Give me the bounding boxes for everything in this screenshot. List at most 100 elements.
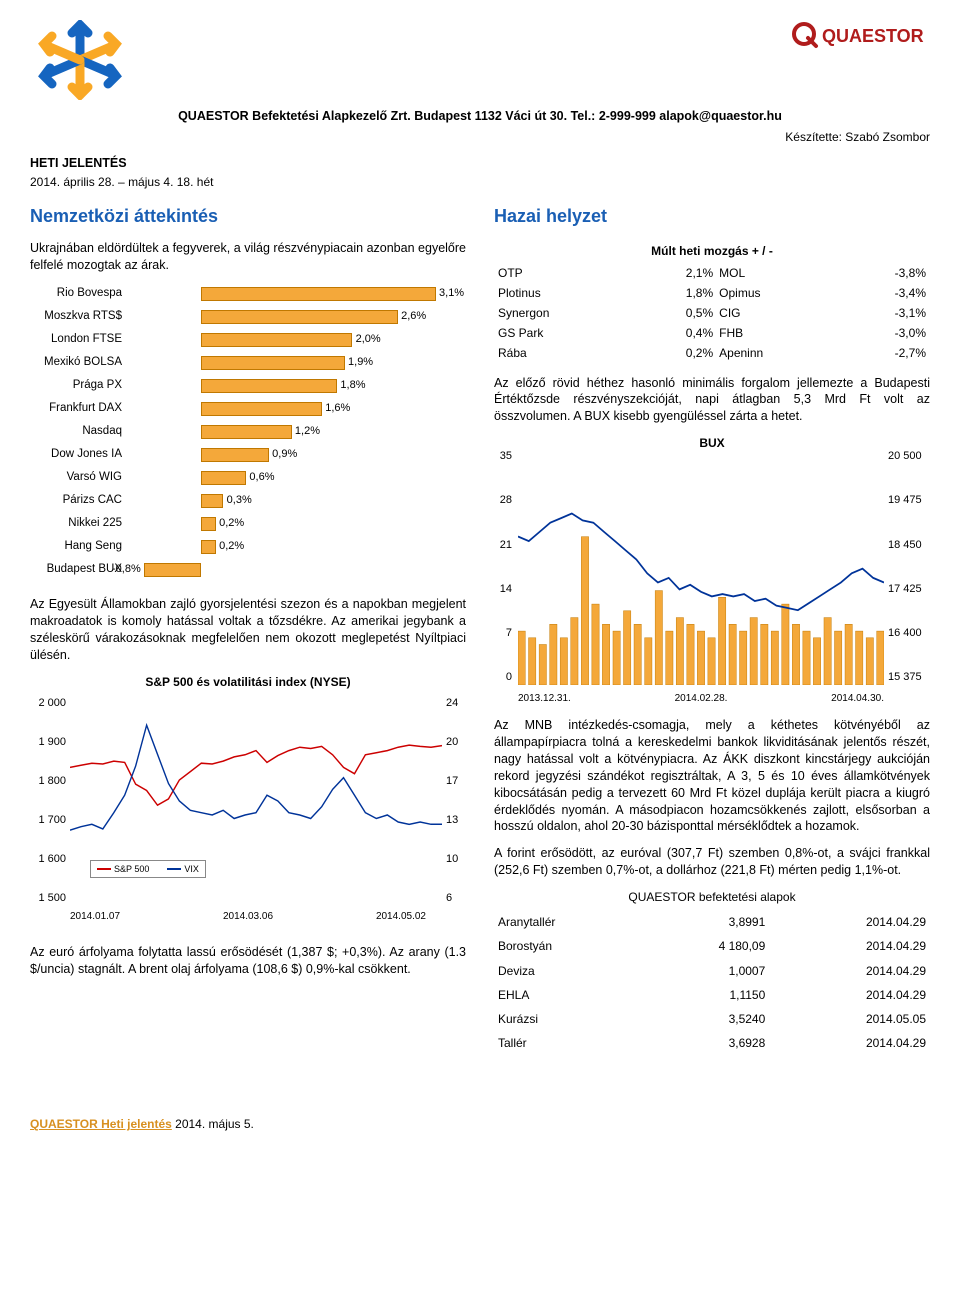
funds-table: Aranytallér3,89912014.04.29Borostyán4 18… [494, 909, 930, 1056]
footer-date: 2014. május 5. [172, 1117, 254, 1131]
hbar-track: 1,8% [130, 379, 466, 393]
hbar-value: 0,2% [219, 539, 244, 554]
hbar-label: Párizs CAC [30, 493, 130, 509]
table-row: OTP2,1%MOL-3,8% [496, 264, 928, 282]
weekly-movers-header: Múlt heti mozgás + / - [496, 242, 928, 261]
table-row: Aranytallér3,89912014.04.29 [496, 911, 928, 933]
hbar-value: 2,6% [401, 309, 426, 324]
hbar-label: Frankfurt DAX [30, 401, 130, 417]
hbar-row: Moszkva RTS$ 2,6% [30, 307, 466, 327]
intl-intro-paragraph: Ukrajnában eldördültek a fegyverek, a vi… [30, 240, 466, 274]
hbar-value: 2,0% [356, 332, 381, 347]
sp500-volatility-chart: S&P 500 és volatilitási index (NYSE) 2 0… [30, 674, 466, 934]
hbar-value: 1,8% [340, 378, 365, 393]
hbar-track: 2,0% [130, 333, 466, 347]
hbar-value: 0,9% [272, 447, 297, 462]
sp500-y-axis-left: 2 0001 9001 8001 7001 6001 500 [28, 696, 66, 906]
hbar-track: 2,6% [130, 310, 466, 324]
table-row: Plotinus1,8%Opimus-3,4% [496, 284, 928, 302]
index-returns-bar-chart: Rio Bovespa 3,1% Moszkva RTS$ 2,6% London FT… [30, 284, 466, 580]
hbar-label: Nikkei 225 [30, 516, 130, 532]
hbar-row: Prága PX 1,8% [30, 376, 466, 396]
hbar-row: Nikkei 225 0,2% [30, 514, 466, 534]
hbar-label: Rio Bovespa [30, 286, 130, 302]
hbar-label: Mexikó BOLSA [30, 355, 130, 371]
report-subtitle: 2014. április 28. – május 4. 18. hét [30, 174, 930, 190]
funds-table-title: QUAESTOR befektetési alapok [494, 889, 930, 905]
hbar-track: 0,9% [130, 448, 466, 462]
bux-y-axis-left: 3528211470 [492, 449, 512, 685]
brand-logo: QUAESTOR [790, 20, 930, 61]
table-row: Tallér3,69282014.04.29 [496, 1032, 928, 1054]
hbar-row: Varsó WIG 0,6% [30, 468, 466, 488]
sp500-plot-area: 2 0001 9001 8001 7001 6001 500 242017131… [30, 696, 466, 906]
hbar-value: 1,9% [348, 355, 373, 370]
bux-plot-area [518, 449, 884, 685]
hbar-track: 3,1% [130, 287, 466, 301]
table-row: GS Park0,4%FHB-3,0% [496, 324, 928, 342]
header-contact-line: QUAESTOR Befektetési Alapkezelő Zrt. Bud… [30, 108, 930, 125]
hbar-track: 1,9% [130, 356, 466, 370]
domestic-paragraph-2: Az MNB intézkedés-csomagja, mely a kéthe… [494, 717, 930, 835]
intl-section-title: Nemzetközi áttekintés [30, 204, 466, 228]
bux-x-axis-labels: 2013.12.31.2014.02.28.2014.04.30. [518, 692, 884, 706]
hbar-row: Nasdaq 1,2% [30, 422, 466, 442]
hbar-row: Rio Bovespa 3,1% [30, 284, 466, 304]
table-row: EHLA1,11502014.04.29 [496, 984, 928, 1006]
hbar-value: 1,2% [295, 424, 320, 439]
hbar-row: Hang Seng 0,2% [30, 537, 466, 557]
hbar-track: 1,6% [130, 402, 466, 416]
logo-left-icon [30, 20, 130, 100]
table-row: Synergon0,5%CIG-3,1% [496, 304, 928, 322]
two-column-layout: Nemzetközi áttekintés Ukrajnában eldördü… [30, 204, 930, 1056]
domestic-paragraph-1: Az előző rövid héthez hasonló minimális … [494, 375, 930, 426]
header-author: Készítette: Szabó Zsombor [30, 129, 930, 145]
right-column: Hazai helyzet Múlt heti mozgás + / - OTP… [494, 204, 930, 1056]
sp500-y-axis-right: 24201713106 [446, 696, 468, 906]
weekly-movers-table: Múlt heti mozgás + / - OTP2,1%MOL-3,8% Pl… [494, 240, 930, 364]
sp500-x-axis-labels: 2014.01.072014.03.062014.05.02 [30, 906, 466, 924]
domestic-section-title: Hazai helyzet [494, 204, 930, 228]
page-footer: QUAESTOR Heti jelentés 2014. május 5. [30, 1116, 930, 1132]
hbar-label: Prága PX [30, 378, 130, 394]
hbar-track: 1,2% [130, 425, 466, 439]
hbar-value: 1,6% [325, 401, 350, 416]
hbar-label: Varsó WIG [30, 470, 130, 486]
hbar-label: London FTSE [30, 332, 130, 348]
hbar-label: Moszkva RTS$ [30, 309, 130, 325]
hbar-value: -0,8% [112, 562, 141, 577]
bux-chart: BUX 3528211470 20 50019 47518 45017 4251… [494, 435, 930, 705]
report-title: HETI JELENTÉS [30, 155, 930, 172]
hbar-value: 0,2% [219, 516, 244, 531]
svg-text:QUAESTOR: QUAESTOR [822, 26, 924, 46]
hbar-row: Frankfurt DAX 1,6% [30, 399, 466, 419]
hbar-track: 0,2% [130, 540, 466, 554]
hbar-row: Dow Jones IA 0,9% [30, 445, 466, 465]
hbar-value: 3,1% [439, 286, 464, 301]
hbar-track: 0,6% [130, 471, 466, 485]
hbar-label: Hang Seng [30, 539, 130, 555]
hbar-row: Mexikó BOLSA 1,9% [30, 353, 466, 373]
hbar-track: 0,3% [130, 494, 466, 508]
hbar-track: -0,8% [130, 563, 466, 577]
table-row: Kurázsi3,52402014.05.05 [496, 1008, 928, 1030]
domestic-paragraph-3: A forint erősödött, az euróval (307,7 Ft… [494, 845, 930, 879]
sp500-chart-title: S&P 500 és volatilitási index (NYSE) [30, 674, 466, 690]
intl-paragraph-2: Az Egyesült Államokban zajló gyorsjelent… [30, 596, 466, 664]
hbar-row: Budapest BUX-0,8% [30, 560, 466, 580]
table-row: Borostyán4 180,092014.04.29 [496, 935, 928, 957]
hbar-row: London FTSE 2,0% [30, 330, 466, 350]
footer-brand-text: QUAESTOR Heti jelentés [30, 1117, 172, 1131]
hbar-value: 0,3% [227, 493, 252, 508]
sp500-legend: S&P 500VIX [90, 860, 206, 878]
intl-paragraph-3: Az euró árfolyama folytatta lassú erősöd… [30, 944, 466, 978]
hbar-track: 0,2% [130, 517, 466, 531]
hbar-label: Dow Jones IA [30, 447, 130, 463]
hbar-row: Párizs CAC 0,3% [30, 491, 466, 511]
table-row: Deviza1,00072014.04.29 [496, 960, 928, 982]
hbar-value: 0,6% [249, 470, 274, 485]
left-column: Nemzetközi áttekintés Ukrajnában eldördü… [30, 204, 466, 1056]
bux-y-axis-right: 20 50019 47518 45017 42516 40015 375 [888, 449, 932, 685]
table-row: Rába0,2%Apeninn-2,7% [496, 344, 928, 362]
hbar-label: Nasdaq [30, 424, 130, 440]
